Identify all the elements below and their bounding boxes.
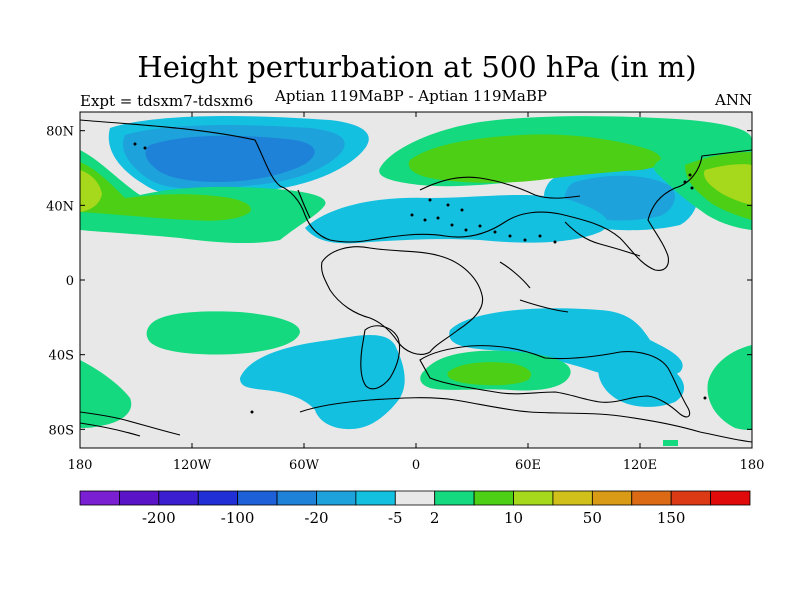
colorbar-swatch bbox=[158, 490, 199, 506]
region-south-pacific-edge-highs bbox=[80, 345, 752, 446]
colorbar-swatch bbox=[197, 490, 239, 506]
lat-tick-label: 40S bbox=[49, 349, 74, 364]
lon-tick-label: 60W bbox=[289, 458, 320, 473]
lat-tick-label: 0 bbox=[66, 274, 74, 289]
lon-tick-label: 120E bbox=[623, 458, 657, 473]
lat-tick-label: 80S bbox=[49, 423, 74, 438]
lat-tick-label: 80N bbox=[46, 125, 74, 140]
lat-tick-label: 40N bbox=[46, 199, 74, 214]
colorbar-swatch bbox=[237, 490, 278, 506]
region-south-pacific-high bbox=[146, 311, 300, 355]
colorbar: -200 -100 -20 -5 2 10 50 150 bbox=[79, 490, 751, 527]
colorbar-swatch bbox=[631, 490, 672, 506]
experiment-label: Expt = tdsxm7-tdsxm6 bbox=[80, 92, 254, 110]
lon-tick-label: 180 bbox=[740, 458, 765, 473]
region-southeast-negative bbox=[598, 357, 685, 407]
colorbar-label: 2 bbox=[430, 509, 440, 527]
colorbar-swatch bbox=[276, 490, 317, 506]
season-label: ANN bbox=[715, 91, 753, 109]
lon-tick-label: 60E bbox=[515, 458, 541, 473]
lat-axis: 80N 40N 0 40S 80S bbox=[46, 125, 752, 438]
lon-tick-label: 180 bbox=[68, 458, 93, 473]
colorbar-swatch bbox=[670, 490, 711, 506]
region-north-pacific-east-high bbox=[80, 150, 326, 244]
colorbar-swatch bbox=[79, 490, 120, 506]
colorbar-label: 50 bbox=[583, 509, 602, 527]
island-dots bbox=[133, 142, 707, 414]
colorbar-label: 10 bbox=[504, 509, 523, 527]
plot-title: Height perturbation at 500 hPa (in m) bbox=[137, 50, 697, 84]
colorbar-swatch bbox=[394, 490, 436, 506]
colorbar-label: 150 bbox=[657, 509, 686, 527]
colorbar-swatch bbox=[552, 490, 593, 506]
lon-tick-label: 120W bbox=[173, 458, 212, 473]
region-north-pacific-low bbox=[108, 116, 369, 198]
period-subtitle: Aptian 119MaBP - Aptian 119MaBP bbox=[275, 87, 547, 105]
colorbar-swatch bbox=[591, 490, 633, 506]
region-southern-africa-high bbox=[420, 350, 571, 391]
colorbar-label: -100 bbox=[221, 509, 255, 527]
colorbar-label: -20 bbox=[304, 509, 328, 527]
lon-tick-label: 0 bbox=[412, 458, 420, 473]
colorbar-swatch bbox=[316, 490, 357, 506]
colorbar-swatch bbox=[355, 490, 396, 506]
region-arctic-eurasian-high bbox=[379, 116, 752, 187]
colorbar-label: -200 bbox=[142, 509, 176, 527]
colorbar-swatch bbox=[513, 490, 554, 506]
region-tethys-negative bbox=[305, 194, 609, 244]
region-south-atlantic-negative bbox=[240, 335, 405, 430]
colorbar-swatch bbox=[473, 490, 514, 506]
colorbar-label: -5 bbox=[388, 509, 403, 527]
colorbar-swatch bbox=[434, 490, 475, 506]
region-north-pacific-west-high bbox=[654, 140, 752, 230]
coastlines bbox=[80, 119, 752, 443]
colorbar-swatch bbox=[710, 490, 751, 506]
colorbar-swatch bbox=[119, 490, 160, 506]
lon-axis: 180 120W 60W 0 60E 120E 180 bbox=[68, 112, 765, 473]
